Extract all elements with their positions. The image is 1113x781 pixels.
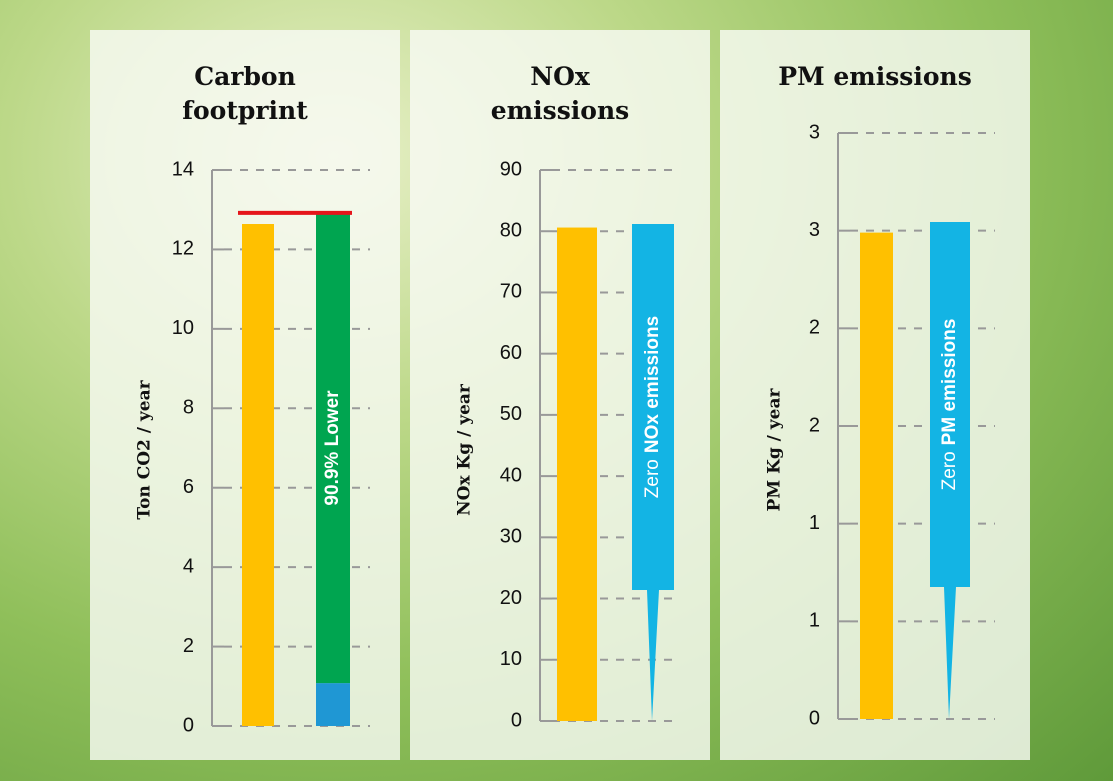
y-tick-label: 2 — [183, 635, 194, 657]
y-tick-label: 0 — [183, 714, 194, 736]
bar — [316, 683, 350, 726]
y-axis-label: NOx Kg / year — [455, 383, 475, 516]
y-tick-label: 0 — [809, 707, 820, 729]
chart-title: NOx emissions — [490, 62, 630, 125]
y-tick-label: 10 — [172, 317, 194, 339]
bar — [860, 232, 893, 719]
callout-text: Zero — [939, 451, 960, 490]
bar — [242, 224, 274, 727]
y-tick-label: 10 — [500, 648, 522, 670]
callout-shape — [632, 224, 674, 721]
callout-shape — [930, 222, 970, 719]
y-tick-label: 6 — [183, 476, 194, 498]
y-tick-label: 50 — [500, 403, 522, 425]
y-tick-label: 2 — [809, 414, 820, 436]
callout-text: Zero — [642, 459, 663, 498]
y-tick-label: 4 — [183, 555, 194, 577]
y-tick-label: 12 — [172, 238, 194, 260]
y-tick-label: 80 — [500, 220, 522, 242]
y-tick-label: 20 — [500, 587, 522, 609]
y-tick-label: 0 — [511, 709, 522, 731]
y-axis-label: PM Kg / year — [765, 388, 785, 512]
y-tick-label: 30 — [500, 526, 522, 548]
bar — [316, 212, 350, 684]
callout: Zero NOx emissions — [632, 224, 674, 721]
callout-bold: NOx emissions — [642, 316, 663, 453]
bar — [557, 227, 597, 721]
callout: Zero PM emissions — [930, 222, 970, 719]
y-tick-label: 60 — [500, 342, 522, 364]
y-tick-label: 3 — [809, 219, 820, 241]
chart-title: Carbon footprint — [182, 62, 308, 125]
y-tick-label: 90 — [500, 158, 522, 180]
callout-bold: PM emissions — [939, 319, 960, 446]
y-tick-label: 3 — [809, 121, 820, 143]
y-tick-label: 8 — [183, 397, 194, 419]
y-tick-label: 2 — [809, 317, 820, 339]
callout-label: Zero NOx emissions — [642, 316, 663, 498]
y-tick-label: 40 — [500, 464, 522, 486]
y-tick-label: 1 — [809, 610, 820, 632]
callout-label: Zero PM emissions — [939, 319, 960, 491]
y-tick-label: 14 — [172, 158, 194, 180]
y-axis-label: Ton CO2 / year — [135, 379, 155, 519]
y-tick-label: 1 — [809, 512, 820, 534]
chart-title: PM emissions — [778, 62, 972, 91]
y-tick-label: 70 — [500, 281, 522, 303]
bar-annotation: 90.9% Lower — [322, 390, 343, 506]
